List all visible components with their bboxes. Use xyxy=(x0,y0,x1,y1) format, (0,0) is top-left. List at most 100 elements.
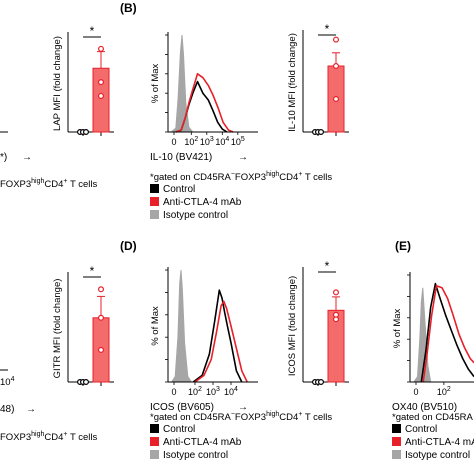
x-tick-label: 102 xyxy=(184,136,198,147)
significance-star: * xyxy=(90,264,95,278)
significance-star: * xyxy=(90,24,95,38)
x-tick-label: 0 xyxy=(413,387,418,397)
data-point xyxy=(97,45,104,52)
cropped-gate-text: FOXP3highCD4+ T cells xyxy=(0,178,97,190)
legend-swatch-anti xyxy=(392,437,401,446)
x-tick-label: 104 xyxy=(224,386,238,397)
y-axis-label: ICOS MFI (fold change) xyxy=(287,276,298,376)
series-control-line xyxy=(192,289,243,383)
x-tick-base: 10 xyxy=(184,137,194,147)
left-fragment-top: *) → FOXP3highCD4+ T cells xyxy=(0,131,97,190)
legend-swatch-anti xyxy=(150,197,159,206)
gate-minus: − xyxy=(231,171,235,178)
x-tick-exp: 3 xyxy=(216,386,220,393)
legend-swatch-control xyxy=(150,424,159,433)
x-tick-base: 10 xyxy=(224,387,234,397)
gate-cd4: CD4 xyxy=(279,172,298,183)
panel-label: (D) xyxy=(120,239,137,253)
data-point xyxy=(97,79,104,86)
data-point xyxy=(82,129,89,136)
x-tick-label: 0 xyxy=(171,387,176,397)
cropped-gate-text: FOXP3highCD4+ T cells xyxy=(0,431,97,443)
legend-label-anti: Anti-CTLA-4 mAb xyxy=(163,197,242,208)
gate-foxp3: FOXP3 xyxy=(235,172,266,183)
left-fragment-bottom: 104 48) → FOXP3highCD4+ T cells xyxy=(0,369,97,443)
legend: Control Anti-CTLA-4 mAb Isotype control xyxy=(150,424,242,461)
gate-high: high xyxy=(31,178,44,185)
y-axis-label: % of Max xyxy=(150,63,161,103)
y-axis-label: % of Max xyxy=(150,306,161,346)
data-point xyxy=(333,316,340,323)
significance-star: * xyxy=(325,22,330,36)
x-tick-base: 10 xyxy=(188,387,198,397)
significance-star: * xyxy=(325,259,330,273)
y-axis-label: IL-10 MFI (fold change) xyxy=(287,33,298,132)
data-point xyxy=(333,62,340,69)
series-anti-ctla4-line xyxy=(422,284,474,383)
y-axis-label: % of Max xyxy=(392,308,403,348)
x-tick-exp: 4 xyxy=(225,136,229,143)
data-point xyxy=(333,36,340,43)
data-point xyxy=(97,92,104,99)
series-anti-ctla4-line xyxy=(194,300,248,383)
x-axis-label: IL-10 (BV421) xyxy=(150,152,212,163)
data-point xyxy=(333,95,340,102)
cropped-tick-label: 104 xyxy=(0,376,15,388)
gate-plus: + xyxy=(63,431,67,438)
series-isotype-area xyxy=(169,34,194,133)
charts-layer: LAP MFI (fold change) * IL-10 MFI (fold ch… xyxy=(52,1,474,461)
bar xyxy=(92,67,110,133)
x-tick-label: 103 xyxy=(200,136,214,147)
x-tick-exp: 2 xyxy=(198,386,202,393)
x-axis-arrow: → xyxy=(238,402,248,413)
x-tick-base: 10 xyxy=(200,137,210,147)
cropped-axis-arrow: → xyxy=(26,404,36,415)
x-tick-base: 0 xyxy=(413,387,418,397)
data-point xyxy=(333,289,340,296)
bar-chart-0: LAP MFI (fold change) * xyxy=(52,24,114,136)
y-axis-label: GITR MFI (fold change) xyxy=(52,279,63,379)
series-isotype-area xyxy=(170,269,193,383)
gate-text: *gated on CD45RA−FOXP3highCD4+ T cells xyxy=(150,171,332,183)
gate-high: high xyxy=(266,171,279,178)
data-point xyxy=(318,129,325,136)
x-tick-base: 0 xyxy=(171,137,176,147)
x-tick-exp: 2 xyxy=(194,136,198,143)
x-tick-base: 10 xyxy=(206,387,216,397)
x-tick-base: 10 xyxy=(231,137,241,147)
x-tick-label: 104 xyxy=(215,136,229,147)
cropped-axis-label: *) xyxy=(0,152,7,163)
gate-tail: T cells xyxy=(68,179,98,190)
legend-label-isotype: Isotype control xyxy=(163,450,228,461)
x-tick-base: 0 xyxy=(171,387,176,397)
gate-prefix: *gated on CD45RA xyxy=(150,412,231,423)
y-axis-label: LAP MFI (fold change) xyxy=(52,36,63,131)
legend-swatch-isotype xyxy=(150,210,159,219)
data-point xyxy=(97,286,104,293)
gate-text: *gated on CD45RA−FOXP3highCD4+ T cells xyxy=(150,411,332,423)
legend-swatch-isotype xyxy=(150,450,159,459)
histogram-6: (E) % of Max 0 102 OX40 (BV510)*gated on CD4… xyxy=(392,239,474,461)
x-tick-exp: 5 xyxy=(241,136,245,143)
legend: Control Anti-CTLA-4 mAb Isotype control xyxy=(150,184,242,221)
x-tick-base: 10 xyxy=(215,137,225,147)
gate-plus: + xyxy=(298,411,302,418)
series-control-line xyxy=(420,282,474,383)
legend-swatch-anti xyxy=(150,437,159,446)
x-tick-label: 102 xyxy=(188,386,202,397)
gate-plus: + xyxy=(298,171,302,178)
panel-label: (B) xyxy=(120,1,137,15)
panel-label: (E) xyxy=(395,239,411,253)
data-point xyxy=(97,314,104,321)
gate-cd4: CD4 xyxy=(44,432,63,443)
data-point xyxy=(82,379,89,386)
x-tick-label: 105 xyxy=(231,136,245,147)
gate-tail: T cells xyxy=(68,432,98,443)
legend: Control Anti-CTLA-4 mAb Isotype control xyxy=(392,424,474,461)
legend-label-anti: Anti-CTLA-4 mAb xyxy=(405,437,474,448)
x-tick-label: 0 xyxy=(171,137,176,147)
bar-chart-5: ICOS MFI (fold change) * xyxy=(287,259,349,386)
